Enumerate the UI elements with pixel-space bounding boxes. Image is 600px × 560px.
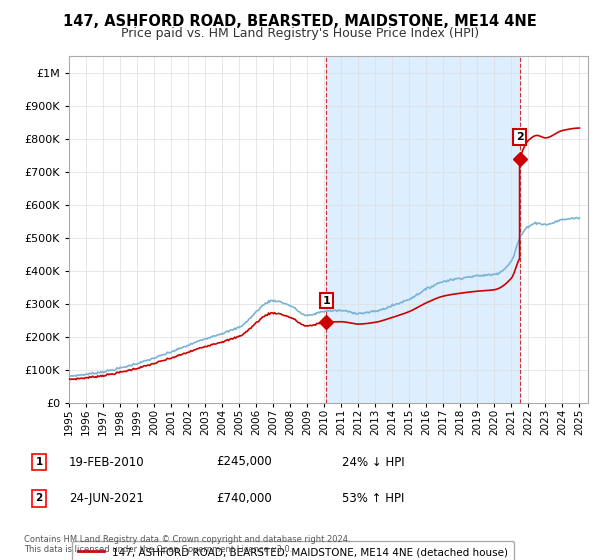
Bar (326, 56, 520, 403)
Text: 53% ↑ HPI: 53% ↑ HPI (342, 492, 404, 505)
Text: 1: 1 (323, 296, 331, 306)
Text: Price paid vs. HM Land Registry's House Price Index (HPI): Price paid vs. HM Land Registry's House … (121, 27, 479, 40)
Text: £740,000: £740,000 (216, 492, 272, 505)
Text: 24% ↓ HPI: 24% ↓ HPI (342, 455, 404, 469)
Text: £245,000: £245,000 (216, 455, 272, 469)
Text: 2: 2 (516, 132, 523, 142)
Text: 1: 1 (35, 457, 43, 467)
Legend: 147, ASHFORD ROAD, BEARSTED, MAIDSTONE, ME14 4NE (detached house), HPI: Average : 147, ASHFORD ROAD, BEARSTED, MAIDSTONE, … (71, 541, 514, 560)
Text: Contains HM Land Registry data © Crown copyright and database right 2024.
This d: Contains HM Land Registry data © Crown c… (24, 535, 350, 554)
Text: 2: 2 (35, 493, 43, 503)
Text: 19-FEB-2010: 19-FEB-2010 (69, 455, 145, 469)
Text: 24-JUN-2021: 24-JUN-2021 (69, 492, 144, 505)
Text: 147, ASHFORD ROAD, BEARSTED, MAIDSTONE, ME14 4NE: 147, ASHFORD ROAD, BEARSTED, MAIDSTONE, … (63, 14, 537, 29)
